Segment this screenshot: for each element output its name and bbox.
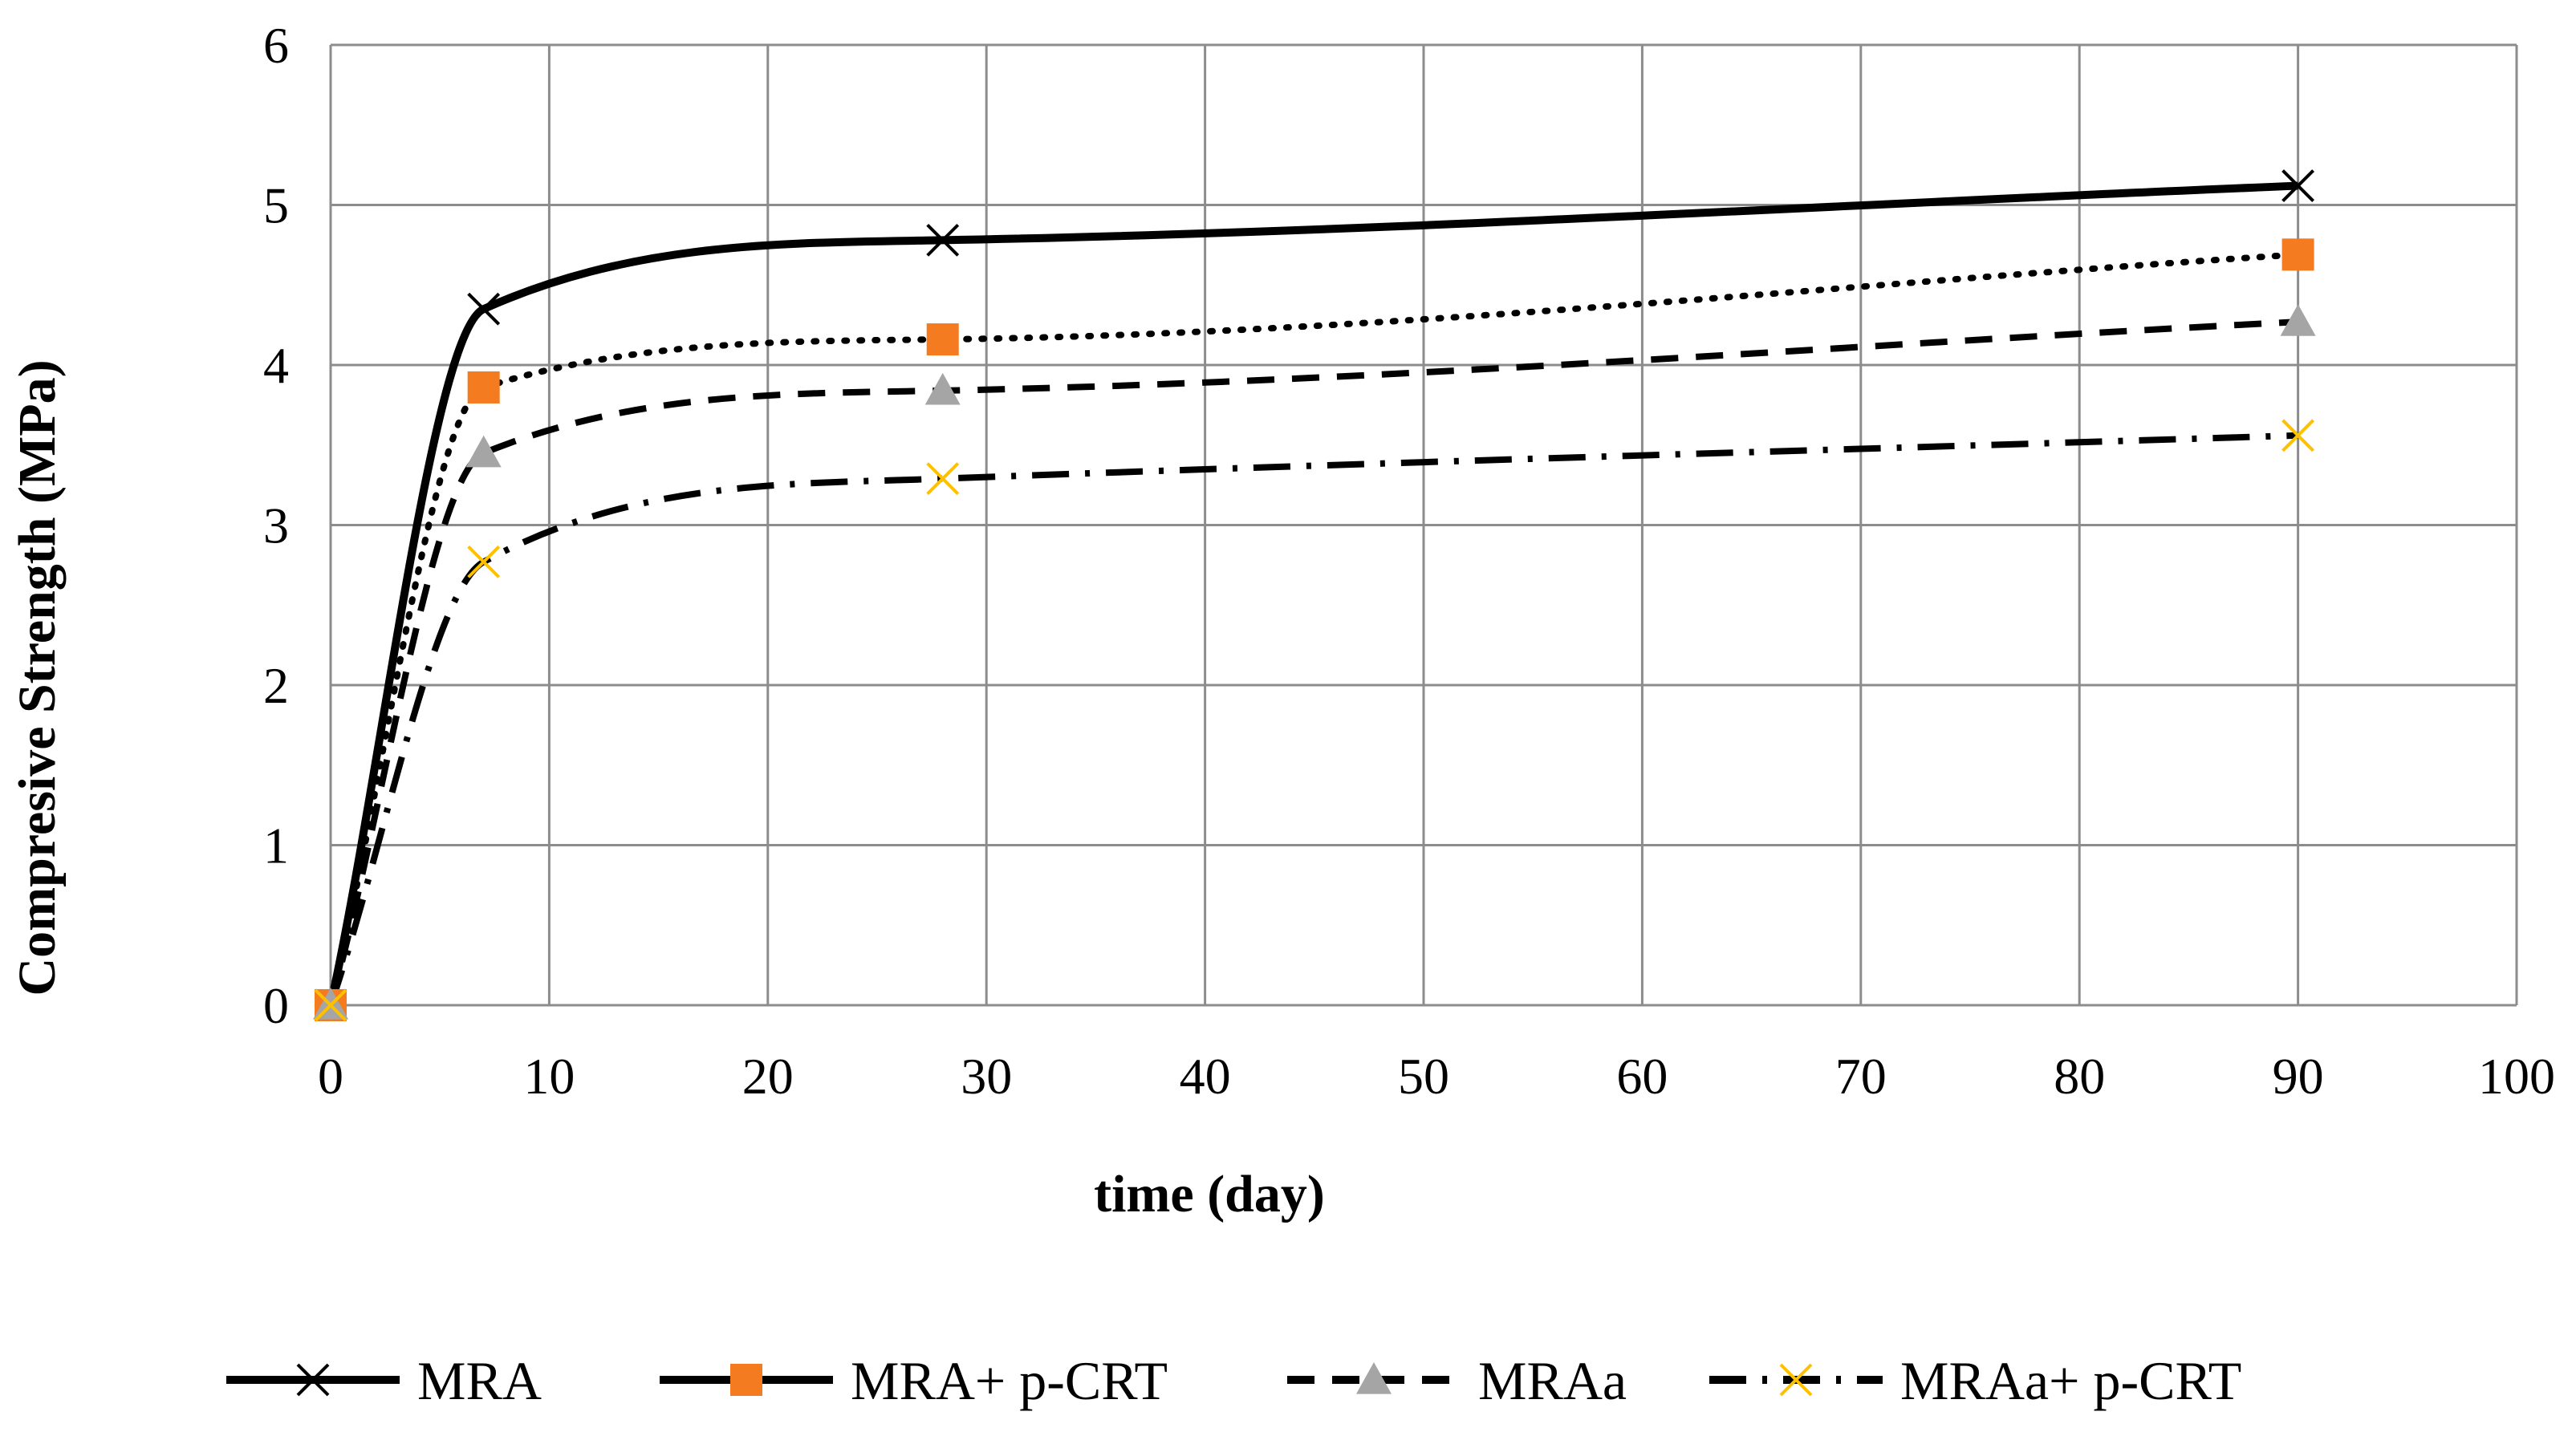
x-tick-label: 20	[742, 1048, 794, 1105]
data-point-marker	[465, 435, 502, 468]
series-markers	[313, 169, 2316, 1022]
x-tick-label: 90	[2273, 1048, 2324, 1105]
x-tick-label: 30	[961, 1048, 1012, 1105]
data-point-marker	[924, 372, 961, 405]
legend-marker	[730, 1364, 762, 1396]
x-tick-label: 100	[2478, 1048, 2555, 1105]
data-point-marker	[314, 988, 347, 1022]
y-tick-label: 0	[263, 977, 289, 1034]
y-tick-label: 2	[263, 657, 289, 714]
x-tick-label: 70	[1835, 1048, 1887, 1105]
series-line-0	[327, 181, 2298, 1007]
data-point-marker	[2281, 419, 2315, 452]
x-tick-label: 10	[523, 1048, 575, 1105]
legend-item: MRA+ p-CRT	[660, 1350, 1168, 1411]
y-axis-title: Compresive Strength (MPa)	[8, 359, 67, 996]
x-tick-label: 0	[318, 1048, 343, 1105]
legend-item: MRAa	[1287, 1350, 1627, 1411]
y-tick-label: 1	[263, 817, 289, 874]
data-point-marker	[2280, 304, 2316, 336]
legend-marker	[1779, 1363, 1813, 1397]
legend: MRA MRA+ p-CRT MRAa MRAa+ p-CRT	[226, 1350, 2241, 1411]
x-tick-label: 50	[1398, 1048, 1449, 1105]
legend-label: MRAa+ p-CRT	[1900, 1350, 2241, 1411]
y-tick-label: 3	[263, 497, 289, 554]
y-tick-label: 6	[263, 17, 289, 74]
x-tick-label: 40	[1180, 1048, 1231, 1105]
data-point-marker	[926, 323, 959, 356]
series-line-1	[327, 251, 2302, 1008]
legend-marker	[296, 1363, 330, 1397]
grid	[329, 43, 2518, 1007]
legend-marker	[1356, 1362, 1392, 1394]
y-tick-label: 5	[263, 177, 289, 234]
series-line-2	[327, 318, 2298, 1007]
legend-item: MRA	[226, 1350, 542, 1411]
data-point-marker	[467, 292, 501, 326]
data-point-marker	[2281, 238, 2314, 271]
legend-label: MRA	[417, 1350, 542, 1411]
data-point-marker	[926, 462, 960, 496]
data-point-marker	[926, 223, 960, 257]
x-axis-title: time (day)	[1094, 1165, 1325, 1223]
data-point-marker	[467, 371, 500, 404]
x-tick-label: 80	[2054, 1048, 2105, 1105]
series-line-3	[327, 432, 2298, 1007]
legend-label: MRAa	[1478, 1350, 1627, 1411]
data-point-marker	[467, 545, 501, 578]
y-tick-label: 4	[263, 337, 289, 394]
legend-item: MRAa+ p-CRT	[1709, 1350, 2241, 1411]
legend-label: MRA+ p-CRT	[851, 1350, 1168, 1411]
x-tick-label: 60	[1616, 1048, 1668, 1105]
data-point-marker	[2281, 169, 2315, 202]
series-lines	[327, 181, 2302, 1008]
